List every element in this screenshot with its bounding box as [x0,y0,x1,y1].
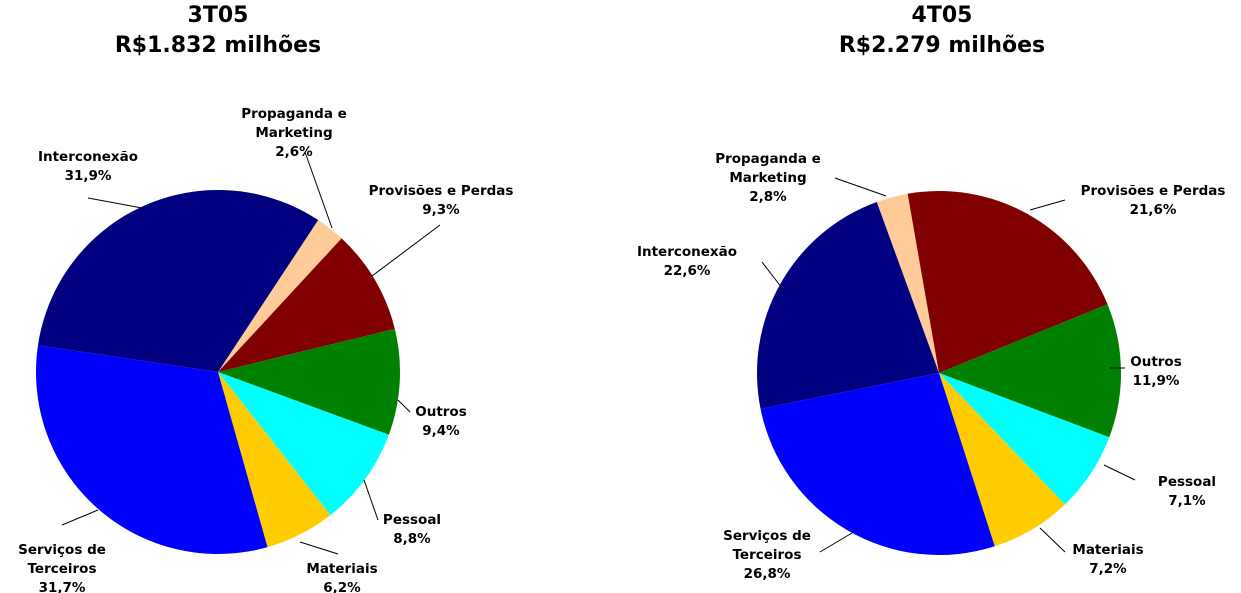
slice-label: Pessoal 8,8% [362,511,462,549]
pie-slice [907,191,1108,373]
slice-value: 6,2% [323,580,361,593]
slice-label: Interconexão 22,6% [627,243,747,281]
leader-line [819,532,853,553]
pie-slice [939,373,1110,505]
slice-name: Interconexão [37,149,139,165]
slice-label: Interconexão 31,9% [28,148,148,186]
slice-value: 31,9% [64,168,112,184]
chart-title: 4T05 [911,3,973,28]
slice-value: 2,8% [749,189,787,205]
slice-name: Interconexão [636,244,738,260]
slice-name: Outros [1130,354,1182,370]
leader-line [1039,527,1066,553]
leader-line [87,197,143,209]
pie-slice [218,238,395,372]
slice-label: Materiais 6,2% [292,560,392,593]
slice-label: Propaganda e Marketing 2,8% [708,150,828,207]
slice-value: 9,4% [422,423,460,439]
leader-line [1103,464,1136,481]
slice-name: Propaganda e Marketing [715,151,821,186]
slice-value: 11,9% [1132,373,1180,389]
slice-value: 31,7% [38,580,86,593]
slice-name: Pessoal [382,512,442,528]
leader-line [363,479,379,521]
pie-slice [218,328,400,435]
slice-value: 2,6% [275,144,313,160]
slice-name: Serviços de Terceiros [18,542,106,577]
slice-value: 7,2% [1089,561,1127,577]
leader-line [397,399,411,413]
leader-line [834,177,887,197]
slice-value: 7,1% [1168,493,1206,509]
slice-label: Materiais 7,2% [1058,541,1158,579]
leader-line [371,224,441,277]
slice-label: Outros 9,4% [391,403,491,441]
chart-subtitle: R$2.279 milhões [838,33,1046,58]
slice-name: Materiais [306,561,378,577]
slice-name: Provisões e Perdas [368,183,514,199]
pie-slice [939,304,1121,438]
slice-name: Pessoal [1157,474,1217,490]
pie-slice [876,193,939,373]
pie-slice [757,201,939,409]
chart-subtitle: R$1.832 milhões [114,33,322,58]
pie-slice [939,373,1065,547]
slice-label: Propaganda e Marketing 2,6% [234,105,354,162]
leader-line [61,509,99,526]
leader-line [761,261,783,289]
slice-name: Provisões e Perdas [1080,183,1226,199]
slice-label: Serviços de Terceiros 31,7% [2,541,122,593]
slice-value: 9,3% [422,202,460,218]
slice-value: 22,6% [663,263,711,279]
slice-label: Provisões e Perdas 21,6% [1063,182,1241,220]
leader-line [299,541,339,555]
slice-name: Outros [415,404,467,420]
pie-slice [760,373,995,555]
slice-label: Provisões e Perdas 9,3% [351,182,531,220]
leader-line [304,151,333,229]
pie-slice [218,372,331,548]
pie-slice [218,220,342,372]
slice-value: 8,8% [393,531,431,547]
pie-slice [37,189,319,372]
pie-slice [218,372,389,516]
slice-label: Serviços de Terceiros 26,8% [707,527,827,584]
leader-line [1029,199,1066,211]
slice-value: 26,8% [743,566,791,582]
slice-label: Pessoal 7,1% [1137,473,1237,511]
chart-title: 3T05 [187,3,249,28]
slice-label: Outros 11,9% [1106,353,1206,391]
pie-slice [36,345,268,554]
slice-value: 21,6% [1129,202,1177,218]
slice-name: Materiais [1072,542,1144,558]
slice-name: Serviços de Terceiros [723,528,811,563]
slice-name: Propaganda e Marketing [241,106,347,141]
